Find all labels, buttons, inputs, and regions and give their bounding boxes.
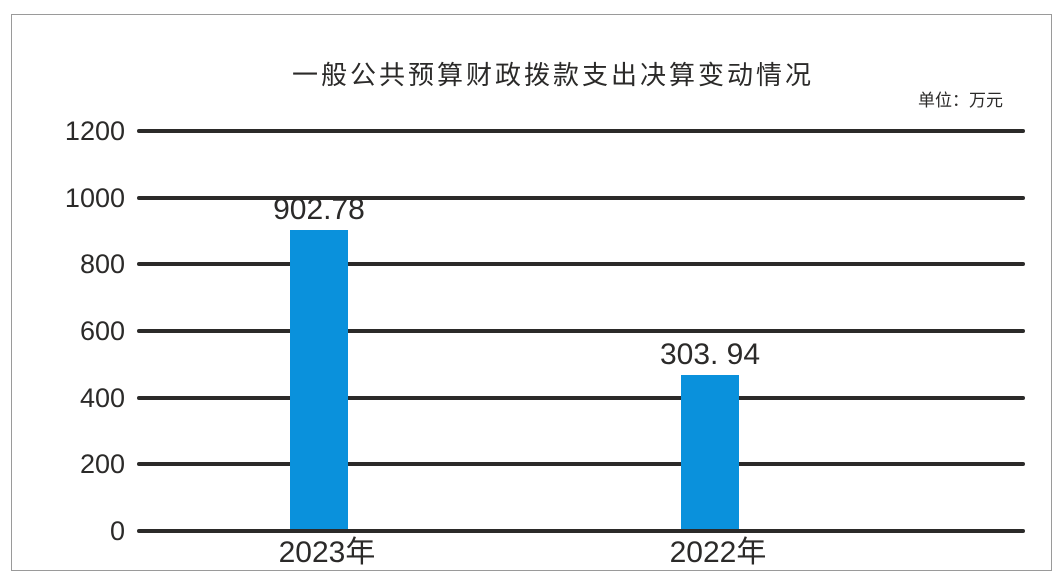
chart-title: 一般公共预算财政拨款支出决算变动情况 (291, 61, 814, 90)
y-axis-tick-label: 400 (79, 382, 125, 413)
y-axis-tick-label: 800 (79, 249, 125, 280)
gridline-y-0 (137, 529, 1025, 533)
gridline-y-800 (137, 262, 1025, 267)
y-axis-tick-label: 200 (79, 449, 125, 480)
bar-value-label: 902.78 (273, 193, 365, 227)
unit-label: 单位：万元 (918, 91, 1003, 110)
gridline-y-1200 (137, 129, 1025, 133)
bar-2023年 (290, 230, 348, 532)
gridline-y-600 (137, 329, 1025, 333)
gridline-y-400 (137, 395, 1025, 400)
bar-2022年 (681, 375, 739, 532)
gridline-y-1000 (137, 195, 1025, 200)
bar-value-label: 303. 94 (659, 338, 761, 371)
y-axis-tick-label: 1000 (64, 182, 125, 213)
x-axis-category-label: 2023年 (278, 536, 376, 569)
y-axis-tick-label: 600 (79, 316, 125, 346)
y-axis-tick-label: 1200 (64, 116, 125, 146)
x-axis-category-label: 2022年 (669, 536, 767, 569)
gridline-y-200 (137, 462, 1025, 467)
chart-border-frame (11, 14, 1052, 571)
y-axis-tick-label: 0 (109, 516, 125, 546)
